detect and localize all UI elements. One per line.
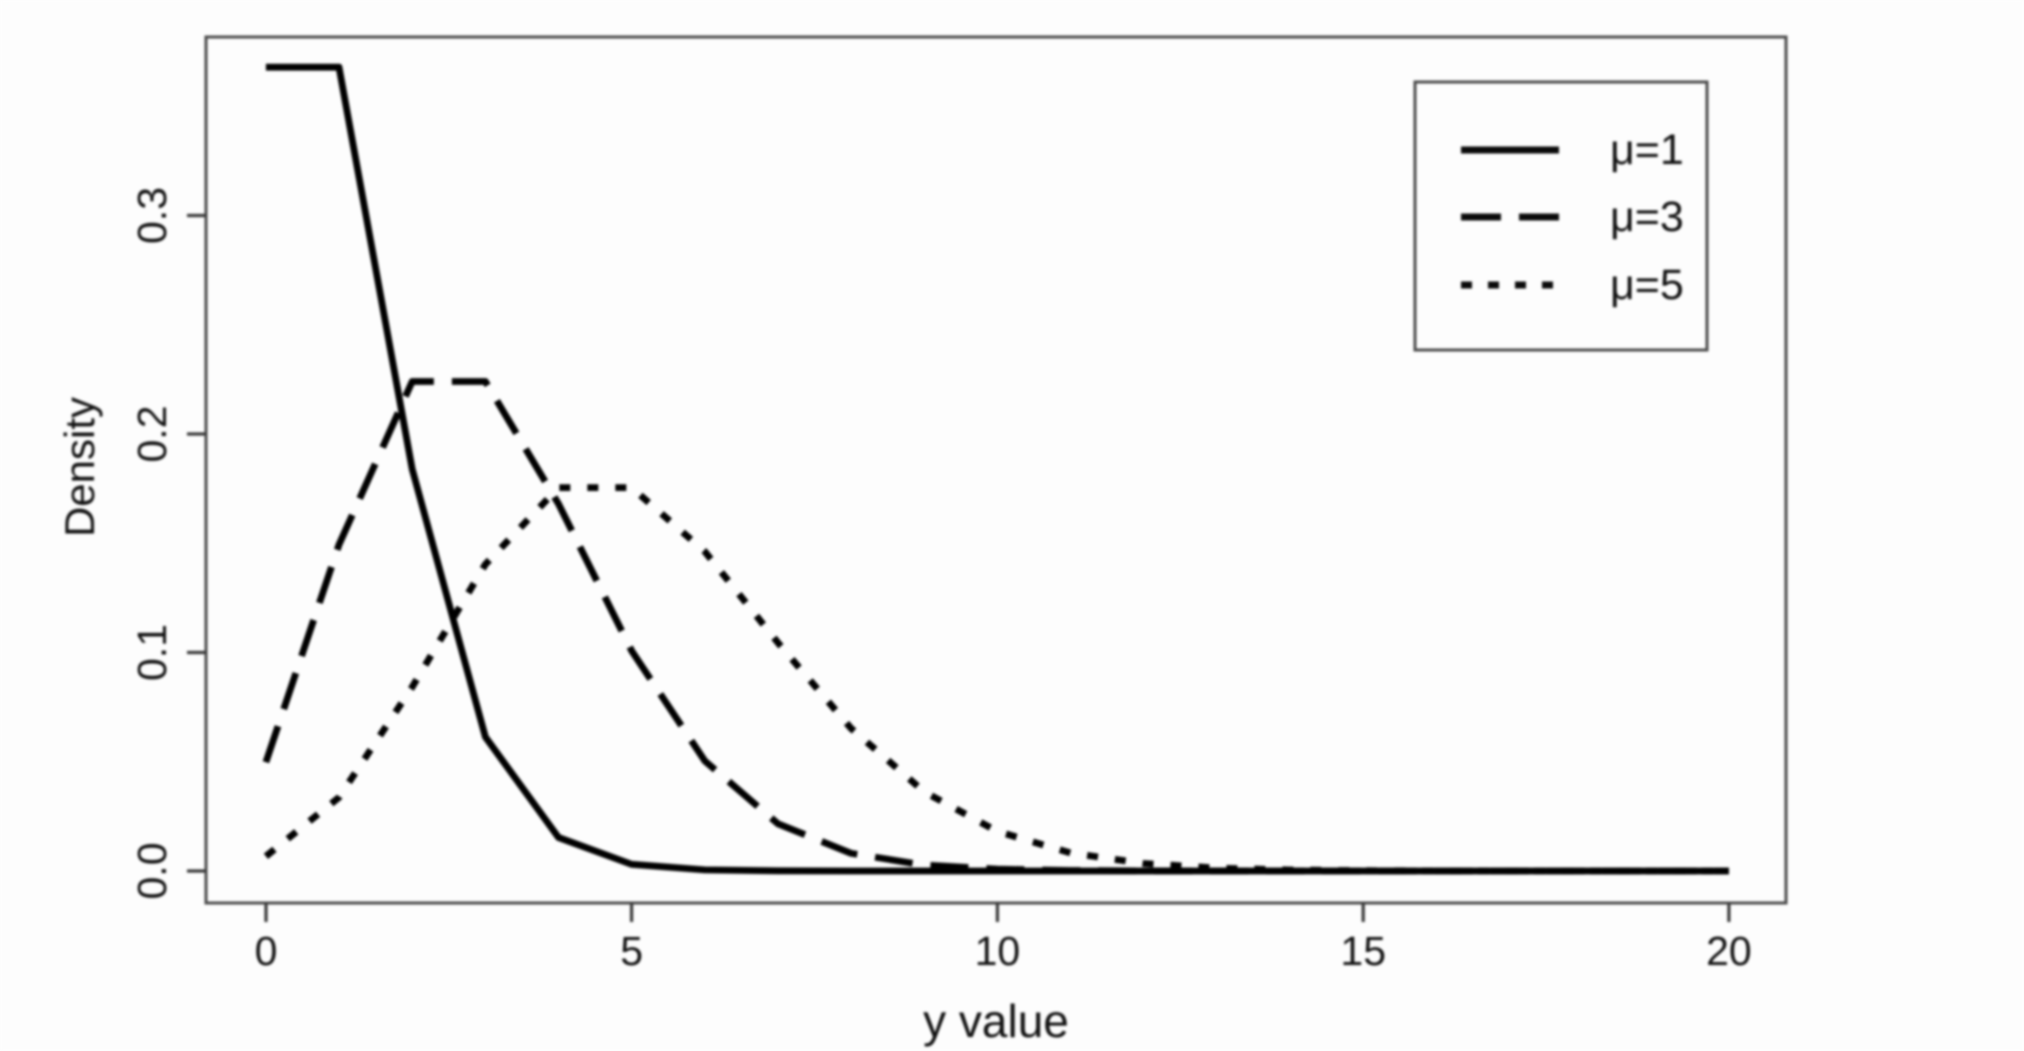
svg-text:5: 5 [620,928,643,974]
svg-text:20: 20 [1706,928,1752,974]
svg-text:0.2: 0.2 [129,406,175,463]
svg-text:μ=5: μ=5 [1610,261,1684,309]
svg-text:μ=3: μ=3 [1610,193,1684,241]
svg-text:0.1: 0.1 [129,624,175,681]
svg-text:0.0: 0.0 [129,843,175,900]
svg-text:0: 0 [255,928,278,974]
svg-text:Density: Density [56,397,103,537]
svg-text:μ=1: μ=1 [1610,126,1684,174]
svg-text:0.3: 0.3 [129,187,175,244]
svg-text:10: 10 [975,928,1021,974]
svg-text:y value: y value [923,995,1069,1047]
svg-text:15: 15 [1340,928,1386,974]
